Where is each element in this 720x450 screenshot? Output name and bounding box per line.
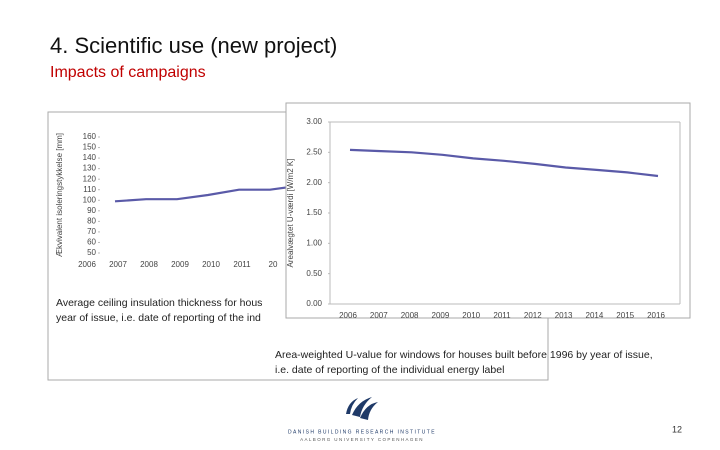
y-tick-label: 50	[87, 248, 96, 257]
logo-text: AALBORG UNIVERSITY COPENHAGEN	[300, 437, 424, 442]
x-tick-label: 2008	[401, 311, 419, 320]
x-tick-label: 2016	[647, 311, 665, 320]
y-axis-label: Ækvivalent isoleringstykkelse [mm]	[55, 133, 64, 257]
x-tick-label: 2009	[432, 311, 450, 320]
y-tick-label: 70	[87, 227, 96, 236]
y-tick-label: 110	[83, 185, 96, 194]
x-tick-label: 2012	[524, 311, 542, 320]
y-tick-label: 140	[83, 153, 97, 162]
y-tick-label: 2.00	[306, 178, 322, 187]
x-tick-label: 2006	[78, 260, 96, 269]
x-tick-label: 2011	[233, 260, 251, 269]
y-tick-label: 1.00	[306, 238, 322, 247]
x-tick-label: 2007	[370, 311, 388, 320]
x-tick-label: 2010	[202, 260, 220, 269]
y-tick-label: 80	[87, 216, 96, 225]
y-tick-label: 0.50	[306, 269, 322, 278]
y-tick-label: 100	[83, 195, 97, 204]
page-number: 12	[672, 424, 682, 434]
y-tick-label: 2.50	[306, 147, 322, 156]
x-tick-label: 2010	[462, 311, 480, 320]
x-tick-label: 2015	[616, 311, 634, 320]
chart-caption: year of issue, i.e. date of reporting of…	[56, 312, 261, 324]
x-tick-label: 20	[269, 260, 278, 269]
x-tick-label: 2007	[109, 260, 127, 269]
y-tick-label: 3.00	[306, 117, 322, 126]
data-line	[114, 184, 302, 203]
y-tick-label: 0.00	[306, 299, 322, 308]
y-tick-label: 130	[83, 164, 97, 173]
y-tick-label: 60	[87, 238, 96, 247]
x-tick-label: 2013	[555, 311, 573, 320]
x-tick-label: 2009	[171, 260, 189, 269]
x-tick-label: 2014	[586, 311, 604, 320]
y-axis-label: Arealvægtet U-værdi [W/m2 K]	[286, 159, 295, 268]
chart-frame	[285, 102, 691, 319]
y-tick-label: 160	[83, 132, 97, 141]
y-tick-label: 90	[87, 206, 96, 215]
y-tick-label: 150	[83, 143, 97, 152]
logo-mark	[346, 397, 378, 420]
chart-caption: Area-weighted U-value for windows for ho…	[275, 349, 653, 361]
x-tick-label: 2011	[493, 311, 511, 320]
chart-caption: i.e. date of reporting of the individual…	[275, 364, 504, 376]
logo-text: DANISH BUILDING RESEARCH INSTITUTE	[288, 429, 436, 435]
chart-caption: Average ceiling insulation thickness for…	[56, 297, 262, 309]
slide-title: 4. Scientific use (new project)	[50, 33, 337, 58]
y-tick-label: 120	[83, 174, 97, 183]
data-line	[349, 148, 659, 178]
x-tick-label: 2008	[140, 260, 158, 269]
slide-subtitle: Impacts of campaigns	[50, 64, 206, 81]
x-tick-label: 2006	[339, 311, 357, 320]
y-tick-label: 1.50	[306, 208, 322, 217]
